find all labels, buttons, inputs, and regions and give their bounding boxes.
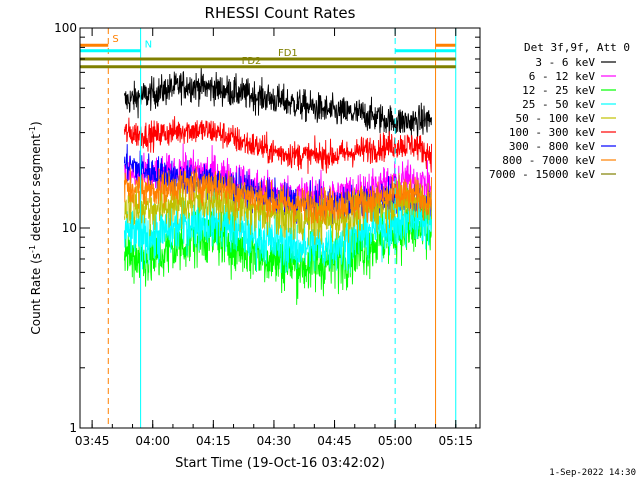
legend-label: 25 - 50 keV <box>522 98 595 111</box>
x-tick-label: 05:15 <box>438 434 473 448</box>
y-axis-label-sup1: -1 <box>28 245 37 253</box>
legend-label: 800 - 7000 keV <box>502 154 595 167</box>
x-tick-label: 04:30 <box>257 434 292 448</box>
legend-label: 6 - 12 keV <box>529 70 596 83</box>
series-line-100-300-kev <box>123 116 432 174</box>
legend-label: 300 - 800 keV <box>509 140 595 153</box>
legend-label: 100 - 300 keV <box>509 126 595 139</box>
y-axis-label-sup2: -1 <box>28 126 37 134</box>
y-axis-label-mid: detector segment <box>29 134 43 245</box>
x-tick-label: 04:15 <box>196 434 231 448</box>
x-tick-label: 04:00 <box>135 434 170 448</box>
x-tick-label: 05:00 <box>378 434 413 448</box>
marker-label-fd1: FD1 <box>278 48 298 59</box>
legend-title: Det 3f,9f, Att 0 <box>524 41 630 54</box>
axis-layer: 03:45 04:00 04:15 04:30 04:45 05:00 05:15 1 10 10… <box>54 21 480 448</box>
footer-timestamp: 1-Sep-2022 14:30 <box>549 468 636 478</box>
series-line-3-6-kev <box>123 67 432 140</box>
legend-label: 50 - 100 keV <box>516 112 596 125</box>
series-line-50-100-kev <box>123 172 432 246</box>
legend-label: 3 - 6 keV <box>535 56 595 69</box>
marker-label-s: S <box>112 34 118 45</box>
data-series-layer <box>123 67 432 305</box>
x-axis-label: Start Time (19-Oct-16 03:42:02) <box>175 456 385 471</box>
marker-label-fd2: FD2 <box>242 56 262 67</box>
y-tick-label: 100 <box>54 21 77 35</box>
y-tick-label: 1 <box>69 421 77 435</box>
y-axis-label-main: Count Rate (s <box>29 253 43 335</box>
x-tick-label: 03:45 <box>75 434 110 448</box>
y-axis-label: Count Rate (s-1 detector segment-1) <box>28 121 43 334</box>
chart-title: RHESSI Count Rates <box>205 4 356 22</box>
series-line-800-7000-kev <box>123 166 432 225</box>
legend-label: 7000 - 15000 keV <box>489 168 595 181</box>
x-tick-label: 04:45 <box>317 434 352 448</box>
legend-label: 12 - 25 keV <box>522 84 595 97</box>
y-axis-label-end: ) <box>29 121 43 126</box>
y-tick-label: 10 <box>62 221 77 235</box>
marker-label-n: N <box>145 40 152 51</box>
